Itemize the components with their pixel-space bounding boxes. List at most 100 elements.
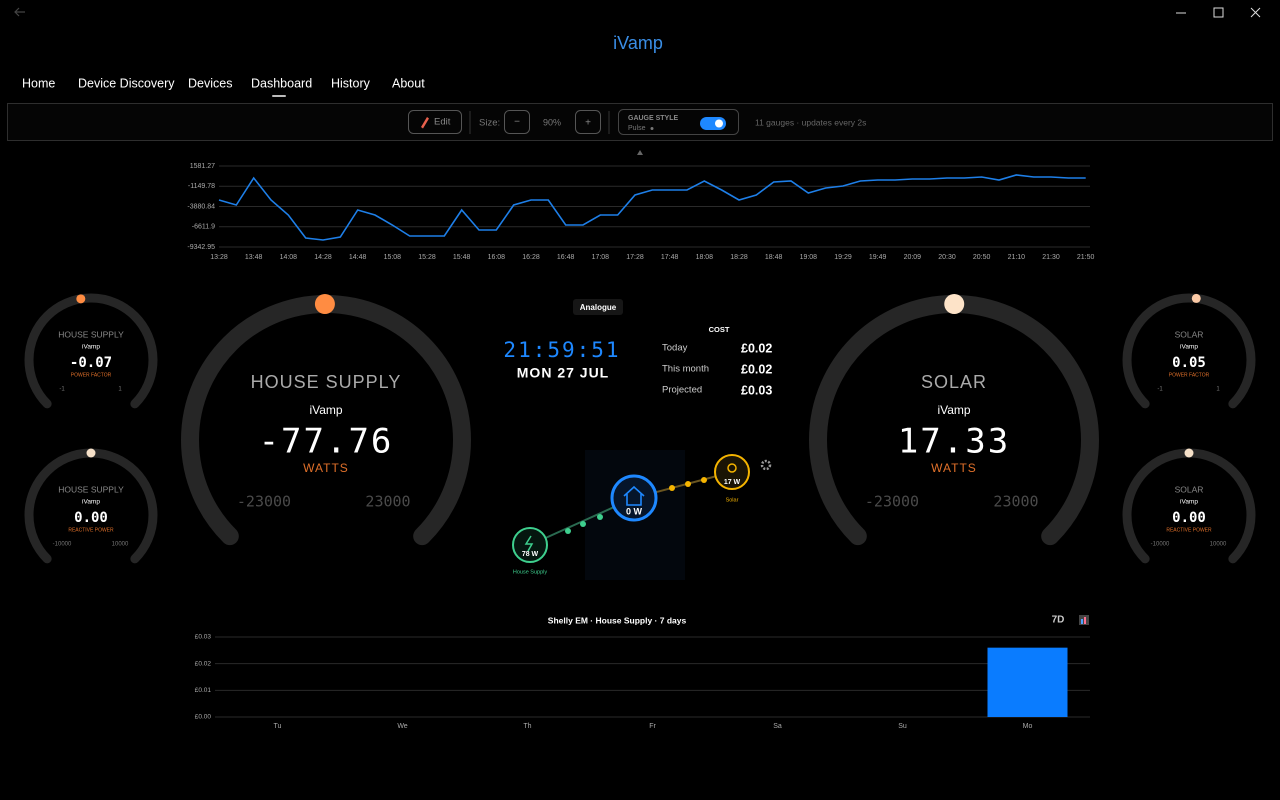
mini-gauge-title: HOUSE SUPPLY (58, 329, 124, 339)
mini-gauge-track (1122, 293, 1256, 409)
mini-gauge-unit: REACTIVE POWER (1166, 527, 1212, 533)
back-button[interactable] (14, 7, 25, 17)
y-tick-label: £0.01 (195, 687, 212, 694)
home-node[interactable] (610, 474, 658, 522)
y-tick-label: £0.02 (195, 660, 212, 667)
mini-gauge-title: HOUSE SUPPLY (58, 484, 124, 494)
mini-gauge-max: 10000 (112, 542, 129, 548)
gauge-style-value: Pulse (628, 125, 646, 132)
mini-gauge-value: 0.00 (1172, 510, 1206, 526)
edit-button[interactable] (408, 110, 462, 134)
x-tick-label: Fr (649, 723, 656, 730)
size-value: 90% (543, 117, 561, 127)
x-tick-label: Tu (274, 723, 282, 730)
gauge-min: -23000 (865, 493, 919, 511)
gauge-device: iVamp (937, 403, 970, 417)
nav-item[interactable]: History (331, 76, 371, 90)
gauge-knob (76, 294, 86, 304)
supply-node[interactable] (512, 527, 548, 563)
gauge-min: -23000 (237, 493, 291, 511)
mini-gauge-title: SOLAR (1175, 329, 1204, 339)
cost-label: This month (662, 364, 709, 375)
mini-gauge-min: -10000 (1151, 542, 1170, 548)
mini-gauge-track (24, 293, 158, 409)
cost-heading: COST (709, 325, 730, 334)
nav-item[interactable]: Dashboard (251, 76, 312, 90)
y-tick-label: -1149.78 (188, 183, 215, 190)
y-tick-label: £0.03 (195, 634, 212, 641)
home-icon (623, 485, 645, 506)
size-decrease[interactable] (504, 110, 530, 134)
gauge-max: 23000 (993, 493, 1038, 511)
mini-gauge-device: iVamp (82, 499, 100, 506)
x-tick-label: We (397, 723, 407, 730)
gauge-knob (314, 294, 335, 315)
nav-item[interactable]: Devices (188, 76, 232, 90)
clock-time: 21:59:51 (503, 338, 620, 362)
mini-gauge-max: 1 (118, 387, 122, 393)
chart-type-icon[interactable] (1079, 615, 1089, 625)
nav-item[interactable]: About (392, 76, 425, 90)
supply-label: House Supply (513, 569, 547, 575)
close-button[interactable] (1250, 7, 1261, 18)
flow-dot (669, 485, 675, 491)
x-tick-label: 20:50 (973, 254, 991, 261)
home-power: 0 W (626, 506, 643, 516)
mini-gauge-title: SOLAR (1175, 484, 1204, 494)
x-tick-label: 19:49 (869, 254, 887, 261)
minus-label: − (514, 117, 520, 128)
x-tick-label: 14:48 (349, 254, 367, 261)
cost-value: £0.02 (741, 341, 772, 355)
gauge-title: HOUSE SUPPLY (251, 372, 402, 392)
app-title: iVamp (613, 33, 663, 53)
gauge-style-panel (618, 109, 739, 135)
toggle-knob (715, 119, 723, 128)
gauge-value: 17.33 (898, 422, 1010, 462)
x-tick-label: 18:28 (730, 254, 748, 261)
nav-item[interactable]: Home (22, 76, 55, 90)
x-tick-label: Mo (1023, 723, 1033, 730)
x-tick-label: 13:48 (245, 254, 263, 261)
flow-dot (685, 481, 691, 487)
x-tick-label: 17:08 (592, 254, 610, 261)
flow-dot (565, 528, 571, 534)
edit-label: Edit (434, 117, 451, 128)
range-button[interactable]: 7D (1052, 615, 1065, 626)
maximize-button[interactable] (1213, 7, 1224, 18)
y-tick-label: 1581.27 (190, 163, 215, 170)
mini-gauge-value: 0.00 (74, 510, 108, 526)
x-tick-label: 16:48 (557, 254, 575, 261)
supply-power: 78 W (522, 551, 539, 558)
x-tick-label: Sa (773, 723, 782, 730)
x-tick-label: Th (523, 723, 531, 730)
x-tick-label: 21:30 (1042, 254, 1060, 261)
mode-chip[interactable] (573, 299, 623, 315)
gauge-title: SOLAR (921, 372, 987, 392)
mini-gauge-min: -1 (1157, 387, 1163, 393)
collapse-arrow[interactable] (637, 150, 643, 155)
mini-gauge-max: 10000 (1210, 542, 1227, 548)
icon-bar (1084, 617, 1086, 624)
settings-icon[interactable] (760, 459, 772, 471)
x-tick-label: 16:28 (522, 254, 540, 261)
size-increase[interactable] (575, 110, 601, 134)
x-tick-label: 18:48 (765, 254, 783, 261)
mini-gauge-unit: POWER FACTOR (71, 372, 112, 378)
mini-gauge-max: 1 (1216, 387, 1220, 393)
x-tick-label: 15:28 (418, 254, 436, 261)
nav-item[interactable]: Device Discovery (78, 76, 175, 90)
data-line (218, 174, 1086, 241)
y-tick-label: -3880.84 (187, 203, 215, 210)
x-tick-label: 14:28 (314, 254, 332, 261)
bar (987, 647, 1068, 717)
flow-dot (580, 521, 586, 527)
cost-value: £0.02 (741, 362, 772, 376)
y-tick-label: -9342.95 (187, 244, 215, 251)
mini-gauge-unit: REACTIVE POWER (68, 527, 114, 533)
pencil-icon (421, 117, 429, 129)
size-label: Size: (479, 118, 500, 129)
x-tick-label: 15:48 (453, 254, 471, 261)
style-dot (650, 127, 654, 130)
y-tick-label: -6611.9 (192, 224, 215, 231)
